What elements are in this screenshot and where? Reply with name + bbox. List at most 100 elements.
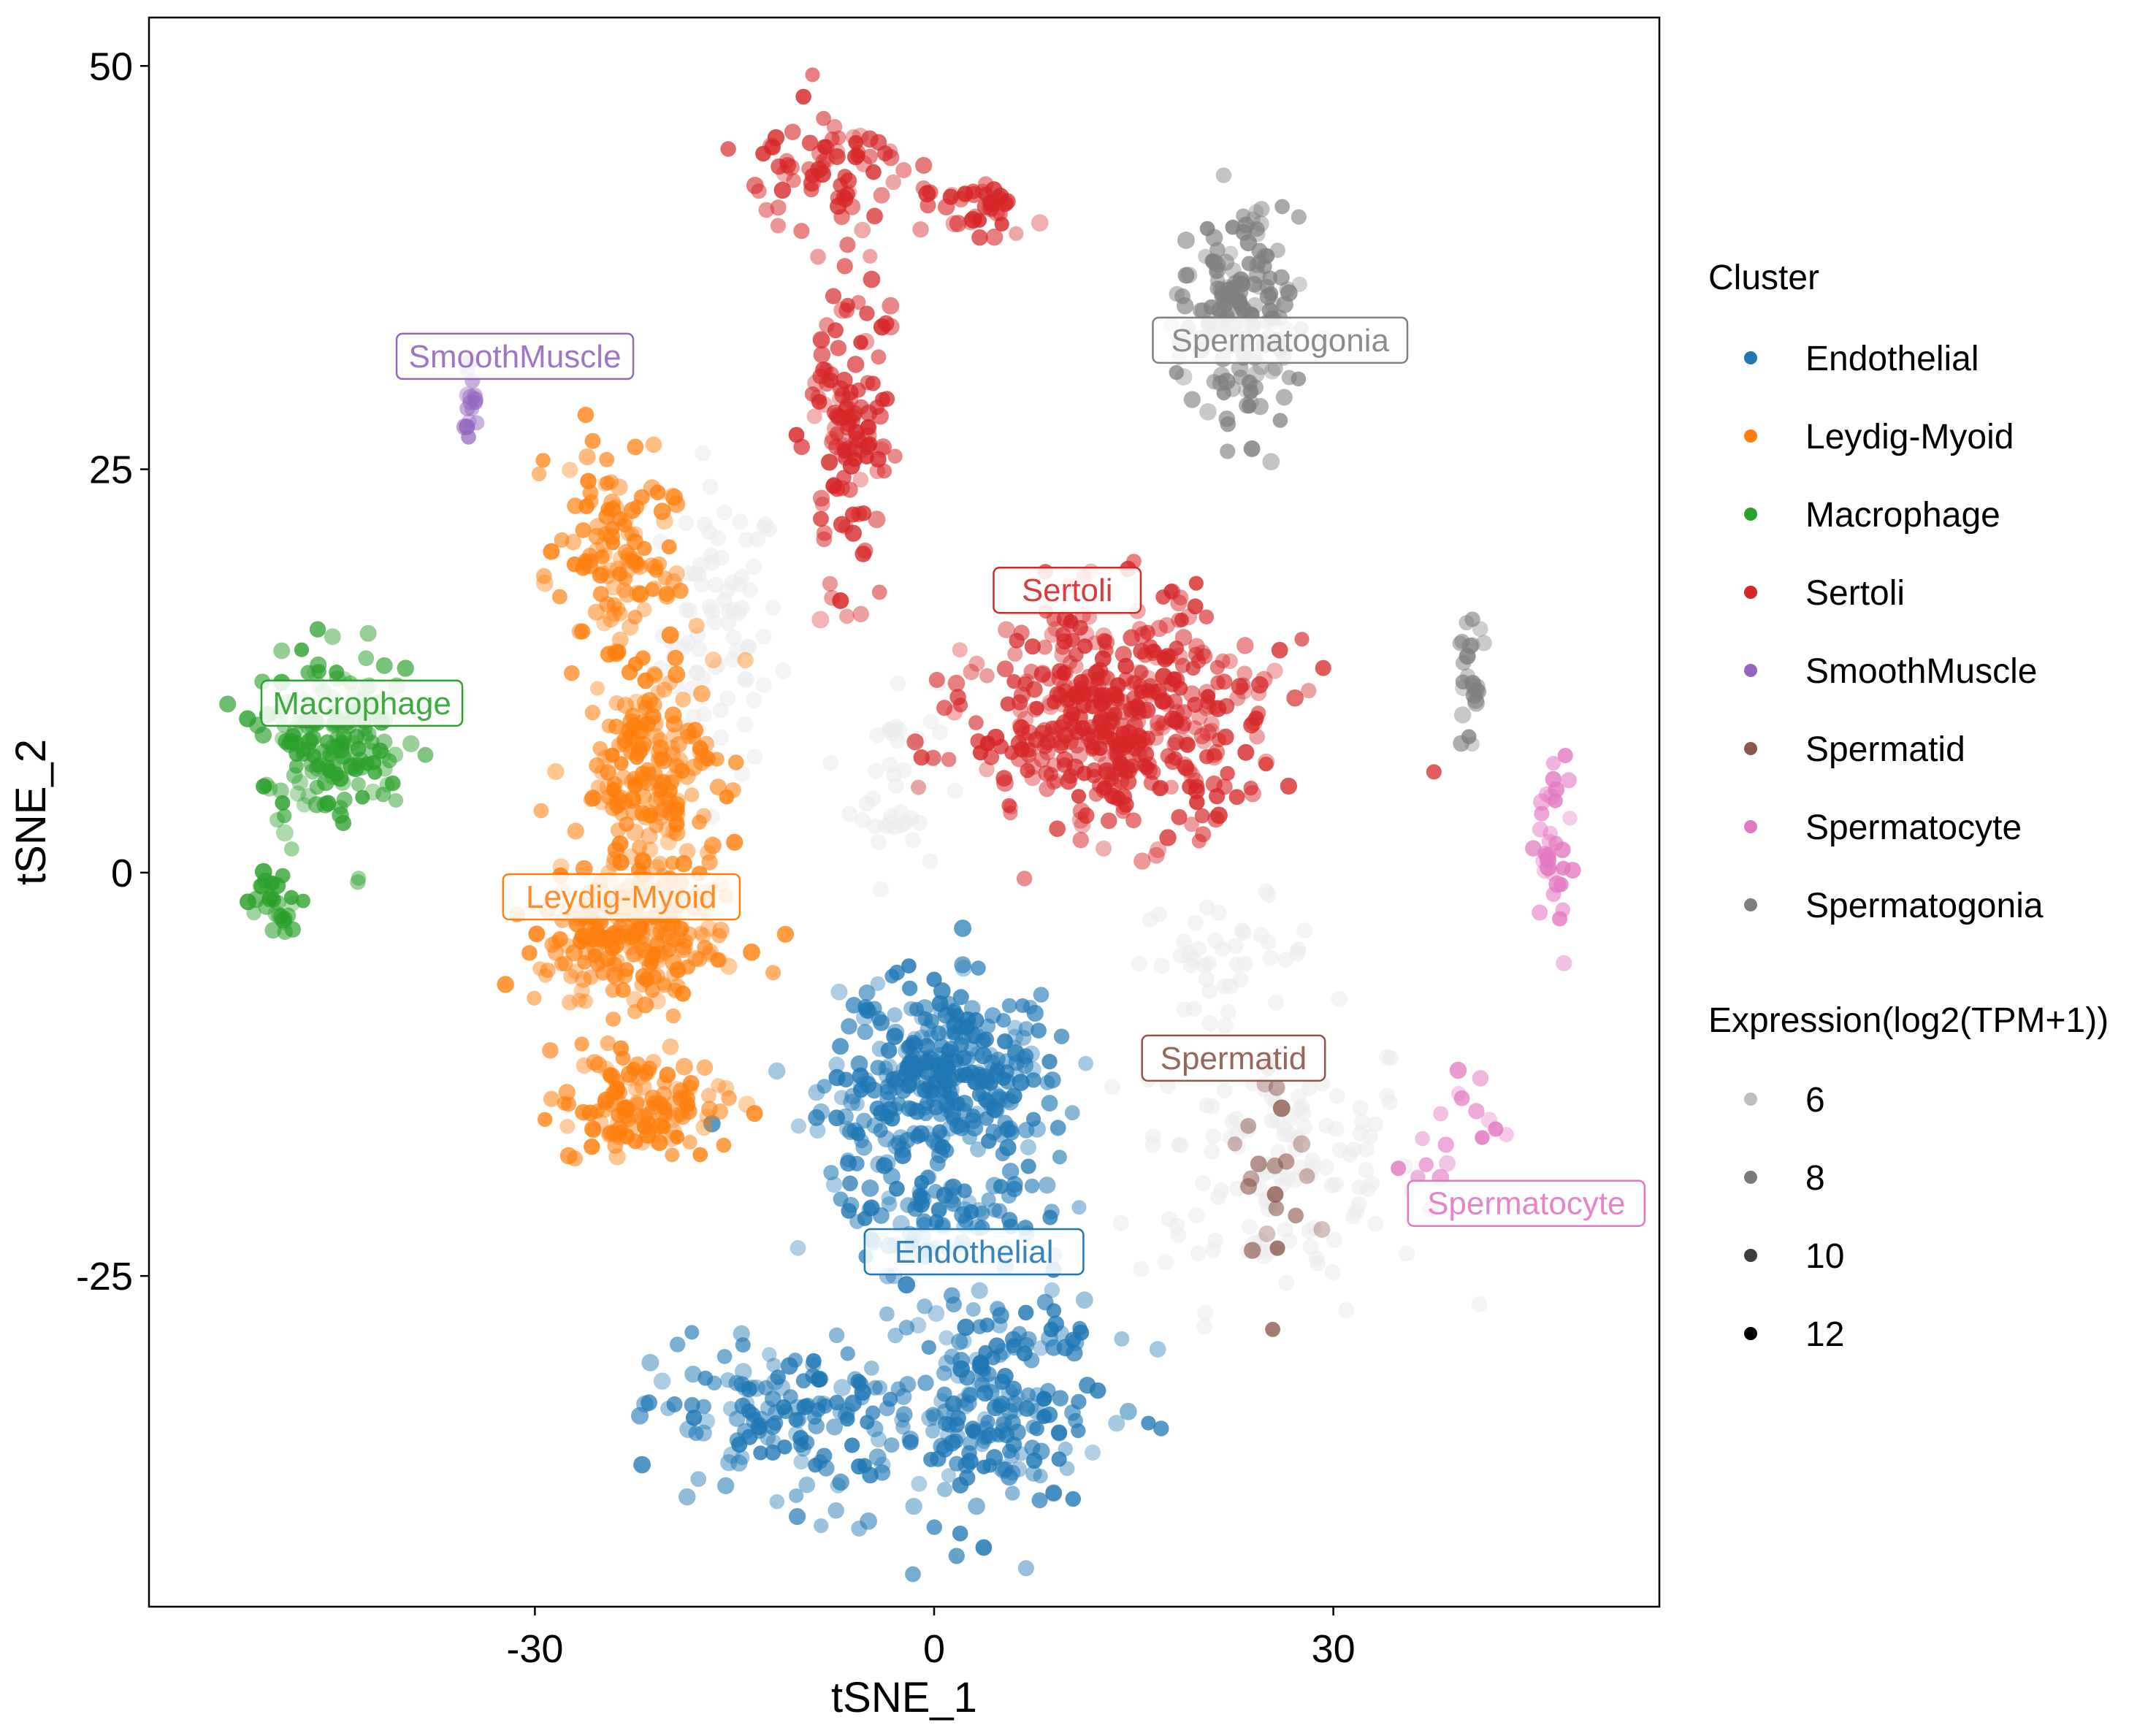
sertoli-point: [1090, 677, 1107, 695]
leydig-myoid-point: [668, 565, 685, 582]
sertoli-point: [838, 451, 853, 467]
spermatocyte-point: [1488, 1121, 1504, 1137]
endothelial-point: [1004, 1414, 1021, 1431]
leydig-myoid-point: [670, 1129, 685, 1144]
leydig-myoid-point: [672, 920, 689, 938]
sertoli-point: [811, 611, 830, 629]
endothelial-point: [884, 968, 900, 984]
endothelial-point: [982, 1384, 1000, 1401]
sertoli-point: [963, 664, 979, 681]
leydig-myoid-point: [627, 694, 645, 711]
sertoli-point: [1155, 715, 1171, 731]
smoothmuscle-label-box: [395, 332, 635, 380]
sertoli-point: [814, 496, 830, 512]
background-cell-point: [1260, 887, 1277, 903]
leydig-myoid-point: [675, 1057, 693, 1076]
endothelial-point: [1052, 1390, 1069, 1407]
macrophage-point: [335, 749, 351, 765]
leydig-myoid-point: [611, 601, 626, 616]
spermatogonia-point: [1274, 199, 1290, 215]
sertoli-point: [952, 697, 968, 713]
sertoli-point: [1199, 724, 1217, 742]
sertoli-point: [829, 426, 845, 441]
leydig-myoid-point: [531, 466, 547, 482]
sertoli-point: [1049, 686, 1066, 703]
spermatogonia-point: [1281, 370, 1297, 386]
endothelial-point: [975, 1539, 993, 1556]
background-cell-point: [755, 628, 772, 645]
leydig-myoid-point: [663, 1129, 681, 1147]
spermatogonia-point: [1198, 248, 1213, 264]
sertoli-point: [1031, 214, 1049, 232]
leydig-myoid-point: [665, 855, 680, 871]
spermatogonia-point: [1259, 278, 1274, 294]
endothelial-point: [697, 1370, 714, 1386]
sertoli-point: [952, 642, 968, 658]
sertoli-point: [1100, 812, 1117, 830]
endothelial-point: [830, 983, 848, 1001]
endothelial-point: [870, 1060, 887, 1076]
endothelial-point: [790, 1239, 806, 1256]
endothelial-point: [811, 1395, 827, 1411]
macrophage-point: [316, 796, 335, 814]
background-cell-point: [1210, 904, 1227, 921]
legend: Cluster Endothelial Leydig-Myoid Macrophag…: [1708, 259, 2109, 1354]
sertoli-point: [1086, 762, 1102, 778]
sertoli-point: [915, 156, 933, 174]
spermatogonia-point: [1257, 248, 1274, 265]
leydig-myoid-point: [622, 848, 640, 865]
sertoli-point: [965, 183, 982, 199]
endothelial-point: [833, 1090, 849, 1106]
leydig-myoid-point: [559, 1119, 576, 1134]
endothelial-point: [766, 1358, 781, 1373]
endothelial-point: [911, 1475, 928, 1492]
sertoli-point: [1216, 779, 1233, 795]
background-cell-point: [1367, 1116, 1384, 1133]
legend-label-macrophage: Macrophage: [1805, 496, 2000, 535]
sertoli-point: [1168, 733, 1185, 751]
endothelial-point: [860, 1512, 877, 1530]
endothelial-point: [678, 1488, 696, 1506]
spermatogonia-point: [1183, 391, 1201, 408]
sertoli-point: [1266, 662, 1283, 679]
leydig-myoid-point: [726, 833, 743, 851]
spermatogonia-point: [1465, 637, 1480, 653]
macrophage-point: [288, 745, 305, 762]
endothelial-point: [944, 1009, 962, 1027]
endothelial-point: [953, 1068, 969, 1083]
leydig-myoid-point: [644, 708, 662, 725]
endothelial-point: [996, 1367, 1014, 1385]
endothelial-point: [957, 1318, 975, 1336]
macrophage-point: [296, 797, 313, 813]
leydig-myoid-point: [605, 1125, 622, 1141]
endothelial-point: [1026, 1004, 1044, 1022]
background-cell-point: [1305, 1220, 1322, 1236]
leydig-myoid-point: [603, 527, 621, 546]
leydig-myoid-point: [646, 668, 663, 684]
background-cell-point: [1131, 955, 1147, 972]
sertoli-point: [1143, 775, 1160, 791]
endothelial-point: [955, 1333, 972, 1350]
legend-size-entries: 6 8 10 12: [1744, 1081, 1844, 1354]
background-cell-point: [947, 782, 963, 799]
leydig-myoid-point: [600, 789, 617, 805]
sertoli-point: [947, 674, 966, 692]
sertoli-point: [1074, 816, 1091, 834]
endothelial-point: [826, 1418, 844, 1436]
sertoli-point: [830, 340, 847, 356]
leydig-myoid-point: [617, 517, 632, 533]
endothelial-point: [1031, 1022, 1047, 1039]
endothelial-point: [895, 1388, 912, 1405]
macrophage-point: [286, 767, 303, 784]
spermatogonia-point: [1215, 167, 1232, 183]
endothelial-point: [1041, 1406, 1058, 1423]
background-cell-point: [1200, 955, 1217, 971]
macrophage-point: [324, 628, 341, 646]
background-cell-point: [1187, 914, 1204, 931]
endothelial-point: [849, 1096, 865, 1112]
sertoli-point: [1250, 705, 1266, 721]
legend-size-label: 10: [1805, 1237, 1844, 1276]
endothelial-point: [844, 1437, 860, 1453]
background-cell-point: [1290, 941, 1307, 958]
endothelial-point: [997, 1033, 1013, 1049]
